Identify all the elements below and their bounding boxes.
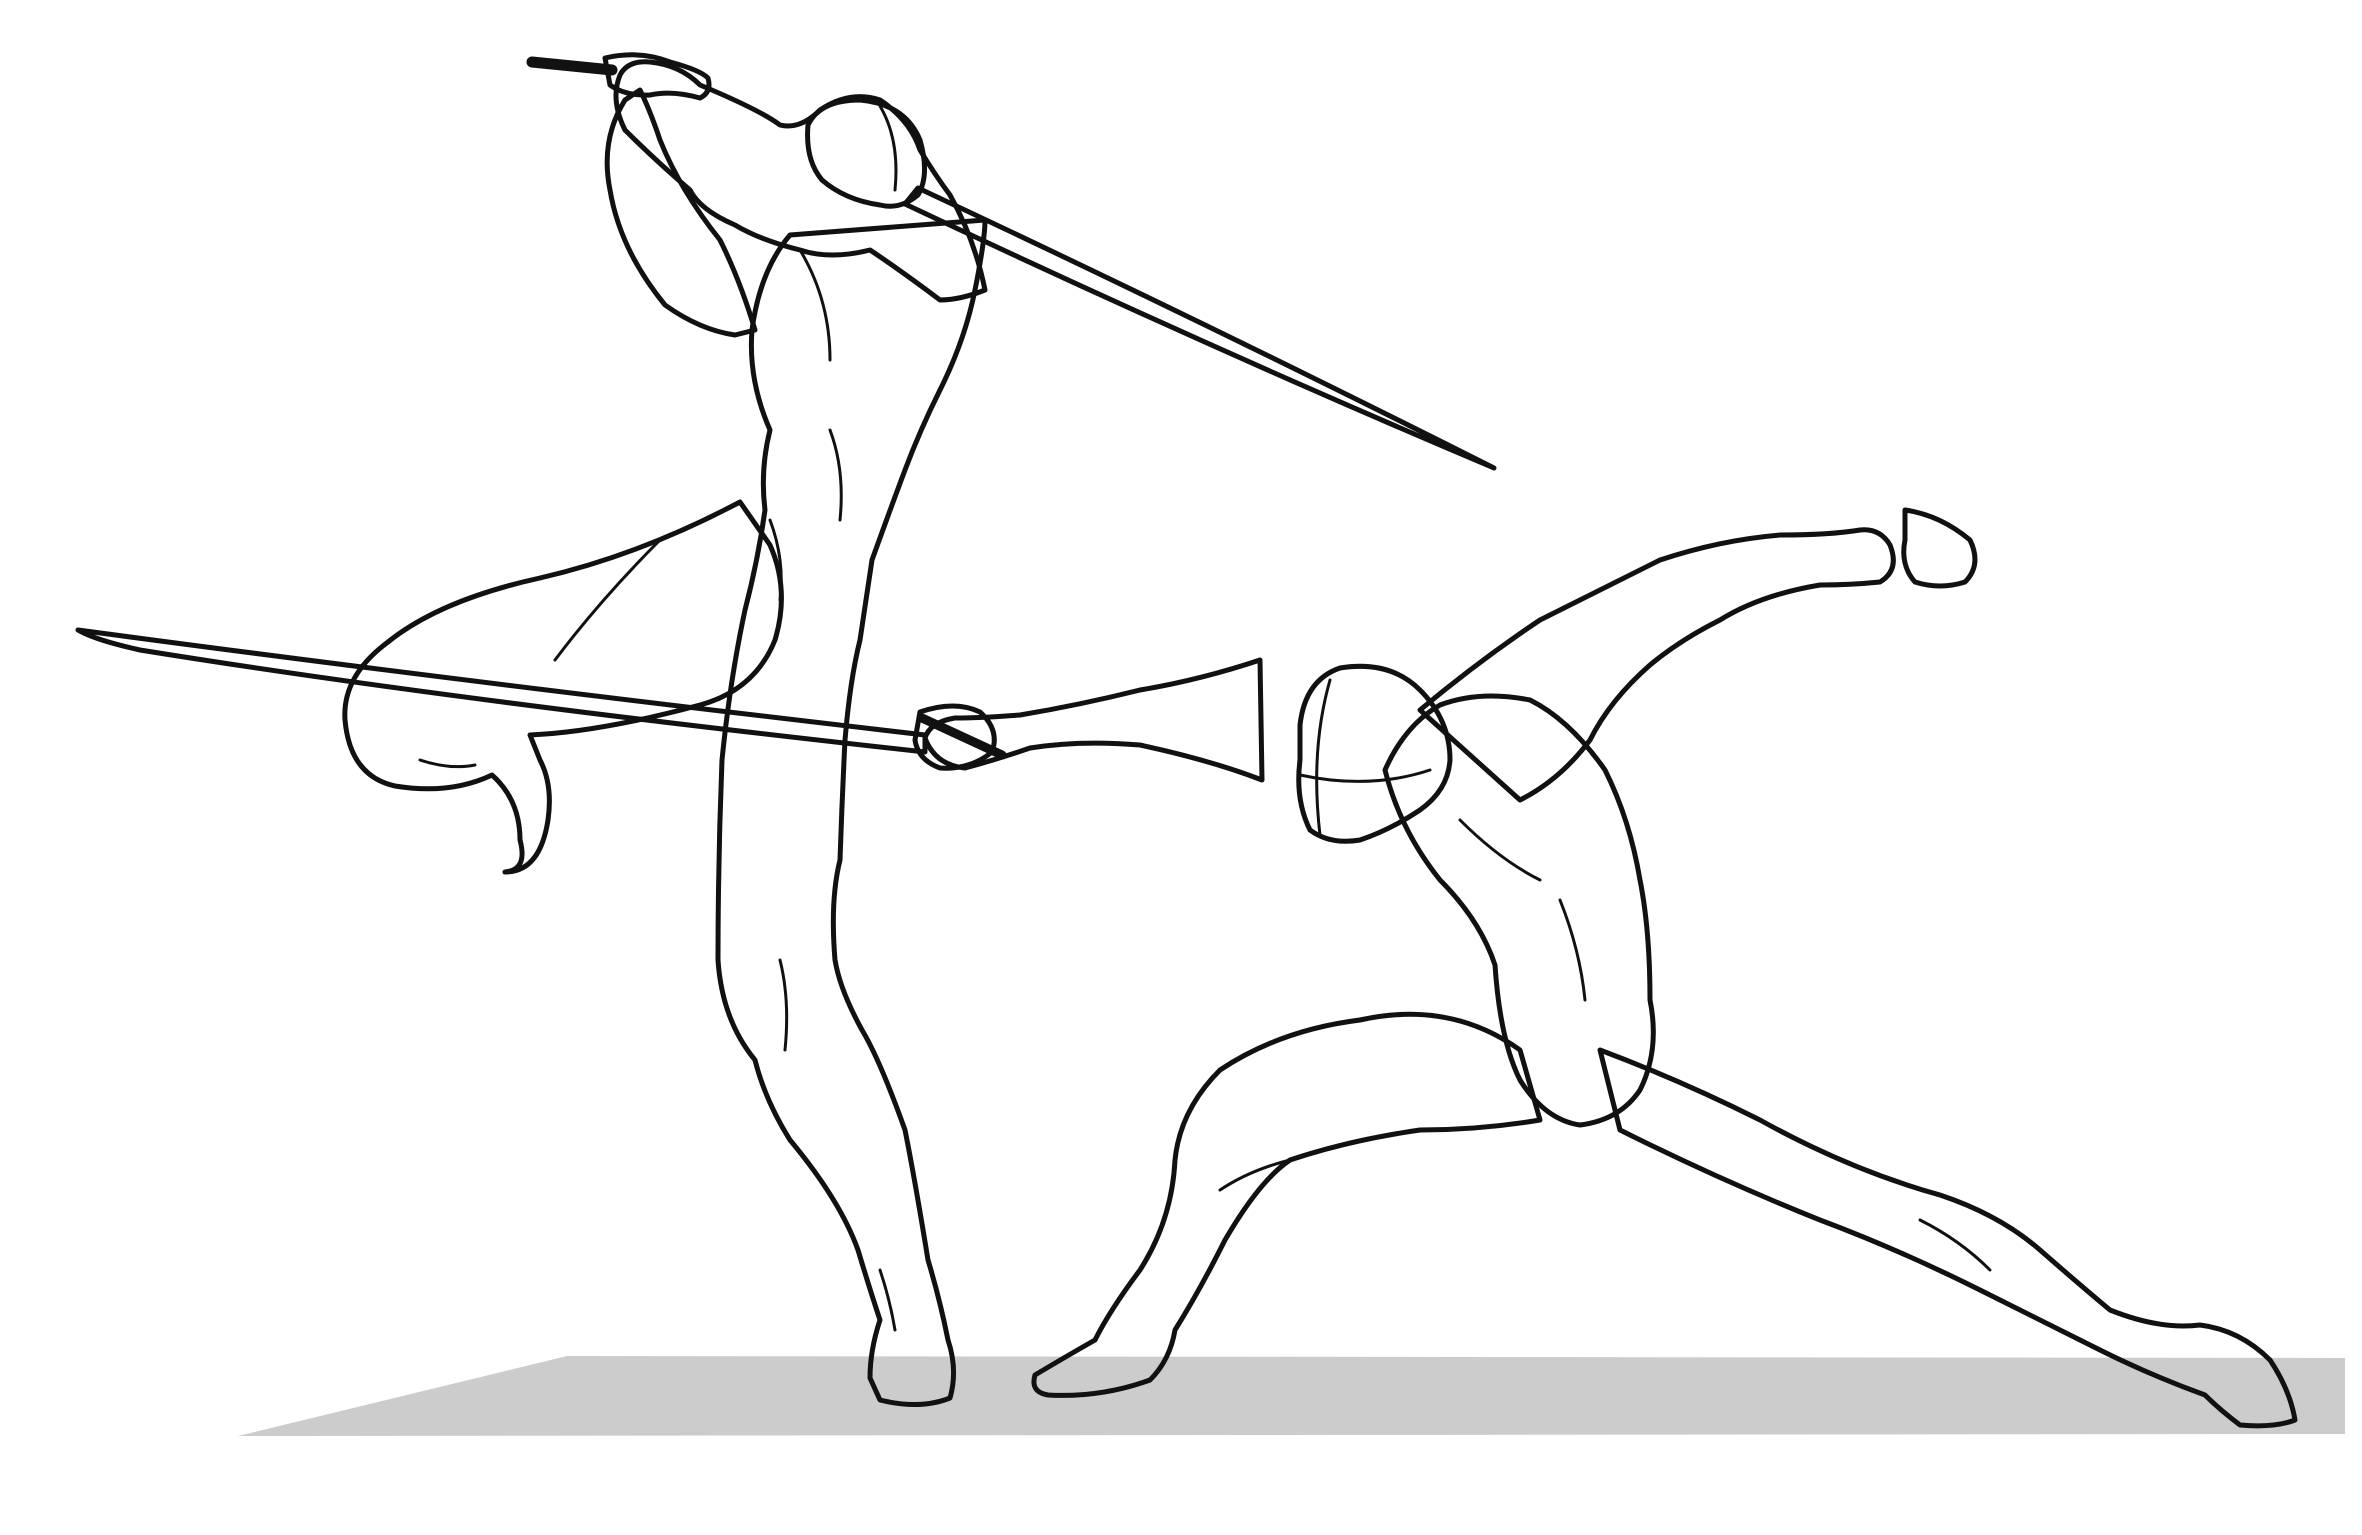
fist-right <box>1901 507 1978 589</box>
front-leg-detail <box>1218 1158 1292 1192</box>
torso-and-leg <box>715 217 988 1408</box>
raised-arms <box>613 59 988 303</box>
knee-contour <box>418 758 477 769</box>
head-seam-right-2 <box>1315 678 1332 837</box>
fist-left <box>912 703 997 771</box>
leg-detail-1 <box>778 958 789 1052</box>
figure-right <box>75 507 2298 1429</box>
sword-overhead <box>526 56 1497 471</box>
torso-right <box>1382 693 1656 1128</box>
sword-thrust-blade <box>75 627 928 755</box>
torso-detail-right-2 <box>1558 898 1587 1002</box>
head-right <box>1296 663 1453 844</box>
torso-detail-right-1 <box>1458 818 1542 882</box>
rear-arm <box>1417 527 1896 803</box>
rear-leg <box>1597 1047 2298 1429</box>
hands-on-hilt <box>602 52 712 101</box>
raised-leg <box>342 499 784 875</box>
torso-detail-1 <box>798 248 832 362</box>
torso-detail-2 <box>828 428 843 522</box>
left-forearm <box>604 87 758 338</box>
torso-detail-3 <box>768 518 783 602</box>
sword-arm <box>922 657 1265 783</box>
floor-plane <box>238 1356 2345 1436</box>
head-left <box>805 97 927 209</box>
rear-leg-detail <box>1918 1218 1992 1272</box>
leg-detail-2 <box>878 1268 897 1332</box>
thigh-contour <box>553 538 662 662</box>
figure-left <box>342 52 1497 1408</box>
head-seam-left <box>878 104 898 192</box>
